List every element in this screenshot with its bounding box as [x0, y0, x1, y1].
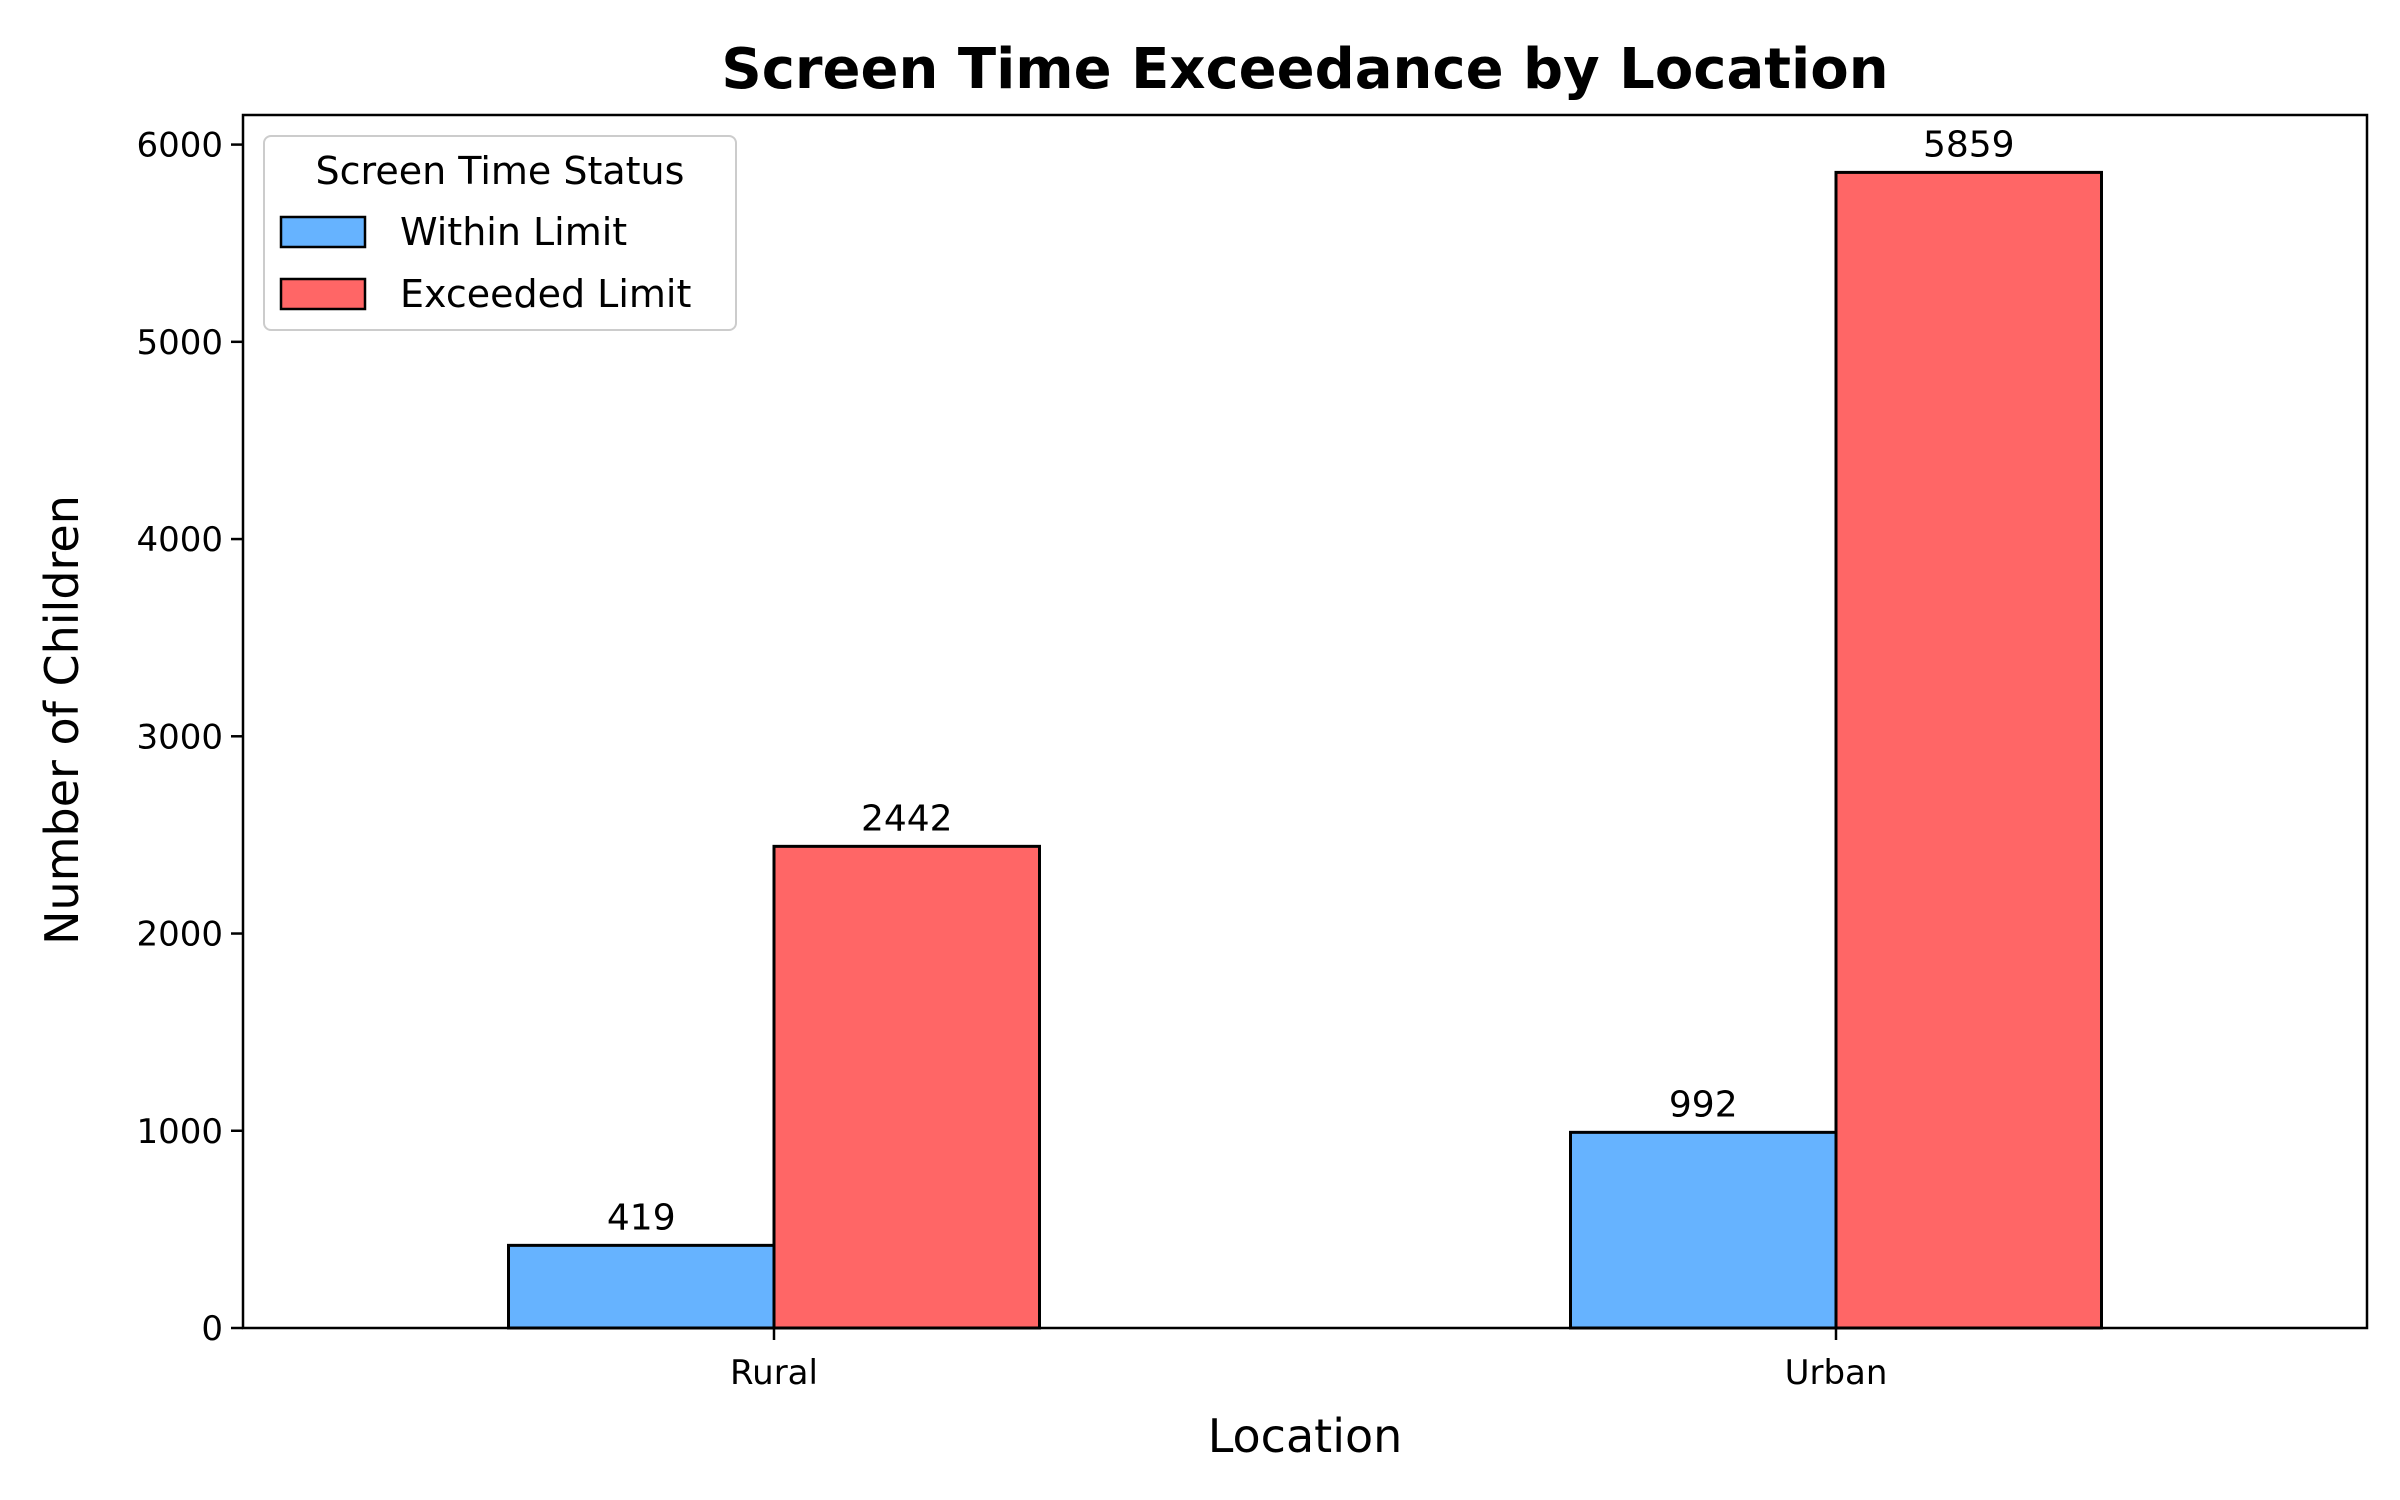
bar-within-limit-rural [507, 1243, 776, 1330]
axes-layer: 0 1000 2000 3000 4000 5000 6000 Rural Urban [136, 113, 2369, 1393]
legend-swatch-exceeded-limit [279, 277, 367, 311]
chart-title: Screen Time Exceedance by Location [721, 37, 1888, 102]
bars-layer [507, 170, 2103, 1330]
y-tick-label: 1000 [136, 1112, 223, 1152]
x-axis-title: Location [1208, 1409, 1403, 1463]
bar-value-label: 2442 [861, 798, 953, 839]
x-tick-label: Rural [730, 1353, 818, 1393]
legend-title: Screen Time Status [316, 149, 685, 193]
bar-value-label: 5859 [1923, 124, 2015, 165]
y-tick-label: 3000 [136, 717, 223, 757]
plot-frame [241, 113, 2369, 1330]
legend-frame [263, 135, 737, 331]
bar-value-label: 419 [607, 1197, 676, 1238]
bar-value-label: 992 [1669, 1084, 1738, 1125]
bar-within-limit-urban [1569, 1130, 1838, 1330]
y-tick-label: 5000 [136, 323, 223, 363]
legend: Screen Time Status Within Limit Exceeded … [263, 135, 737, 331]
legend-swatch-within-limit [279, 215, 367, 249]
legend-label: Exceeded Limit [400, 272, 691, 316]
bar-exceeded-limit-urban [1834, 170, 2103, 1330]
x-tick-label: Urban [1785, 1353, 1888, 1393]
bar-labels-layer: 419 992 2442 5859 [607, 124, 2015, 1238]
y-axis-title: Number of Children [35, 495, 89, 945]
legend-items: Within Limit Exceeded Limit [279, 210, 691, 316]
y-tick-label: 0 [201, 1309, 223, 1349]
y-tick-label: 4000 [136, 520, 223, 560]
bar-exceeded-limit-rural [772, 844, 1041, 1330]
y-tick-label: 6000 [136, 126, 223, 166]
y-tick-label: 2000 [136, 915, 223, 955]
legend-label: Within Limit [400, 210, 627, 254]
